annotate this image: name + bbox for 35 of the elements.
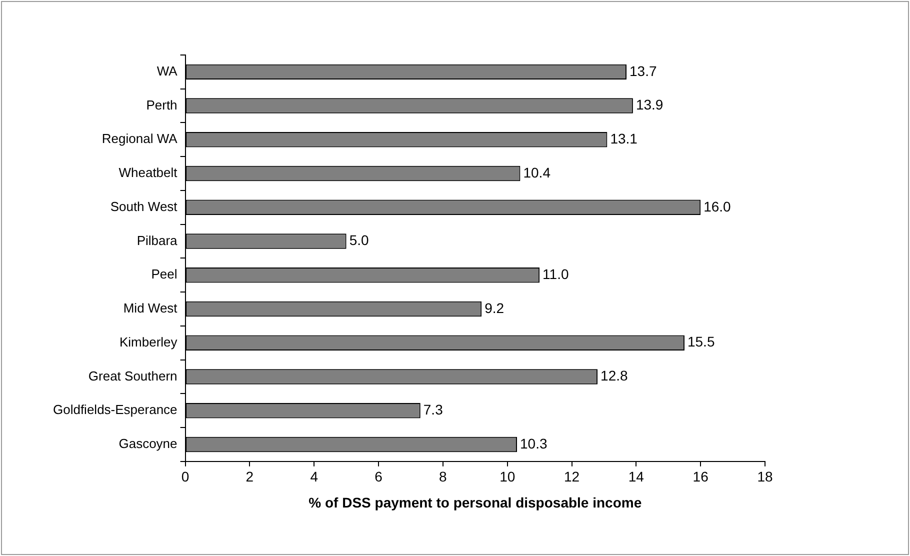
data-label: 11.0 xyxy=(542,266,569,282)
data-label: 10.4 xyxy=(523,164,551,180)
x-tick-label: 2 xyxy=(246,468,254,485)
x-tick-label: 4 xyxy=(310,468,318,485)
data-label: 5.0 xyxy=(349,232,369,248)
y-tick-label: Peel xyxy=(151,266,178,282)
y-tick-label: WA xyxy=(156,64,178,79)
x-tick-label: 0 xyxy=(181,468,190,485)
data-label: 7.3 xyxy=(423,401,444,418)
x-tick-label: 10 xyxy=(500,468,516,485)
y-tick-label: Wheatbelt xyxy=(118,165,178,180)
x-tick-label: 8 xyxy=(439,468,448,485)
x-tick-label: 6 xyxy=(374,468,383,485)
y-tick-label: Kimberley xyxy=(119,334,178,350)
data-label: 9.2 xyxy=(484,300,504,316)
x-axis-title: % of DSS payment to personal disposable income xyxy=(308,494,642,510)
y-tick-label: Regional WA xyxy=(102,131,178,146)
y-tick-label: South West xyxy=(110,198,178,214)
y-tick-label: Great Southern xyxy=(88,368,178,384)
data-label: 13.1 xyxy=(610,130,638,147)
data-label: 16.0 xyxy=(704,198,732,214)
x-tick-label: 16 xyxy=(692,468,709,485)
data-label: 13.7 xyxy=(630,62,657,79)
data-label: 10.3 xyxy=(520,435,548,452)
x-tick-label: 12 xyxy=(564,468,580,485)
y-tick-label: Perth xyxy=(146,97,178,112)
y-tick-label: Goldfields-Esperance xyxy=(52,402,178,418)
y-tick-label: Mid West xyxy=(123,300,178,316)
x-tick-label: 18 xyxy=(757,468,773,485)
x-tick-label: 14 xyxy=(628,468,644,485)
data-label: 15.5 xyxy=(687,334,715,350)
y-tick-label: Gascoyne xyxy=(118,436,178,452)
data-label: 13.9 xyxy=(636,96,664,113)
data-label: 12.8 xyxy=(600,368,628,384)
y-tick-label: Pilbara xyxy=(136,232,178,248)
